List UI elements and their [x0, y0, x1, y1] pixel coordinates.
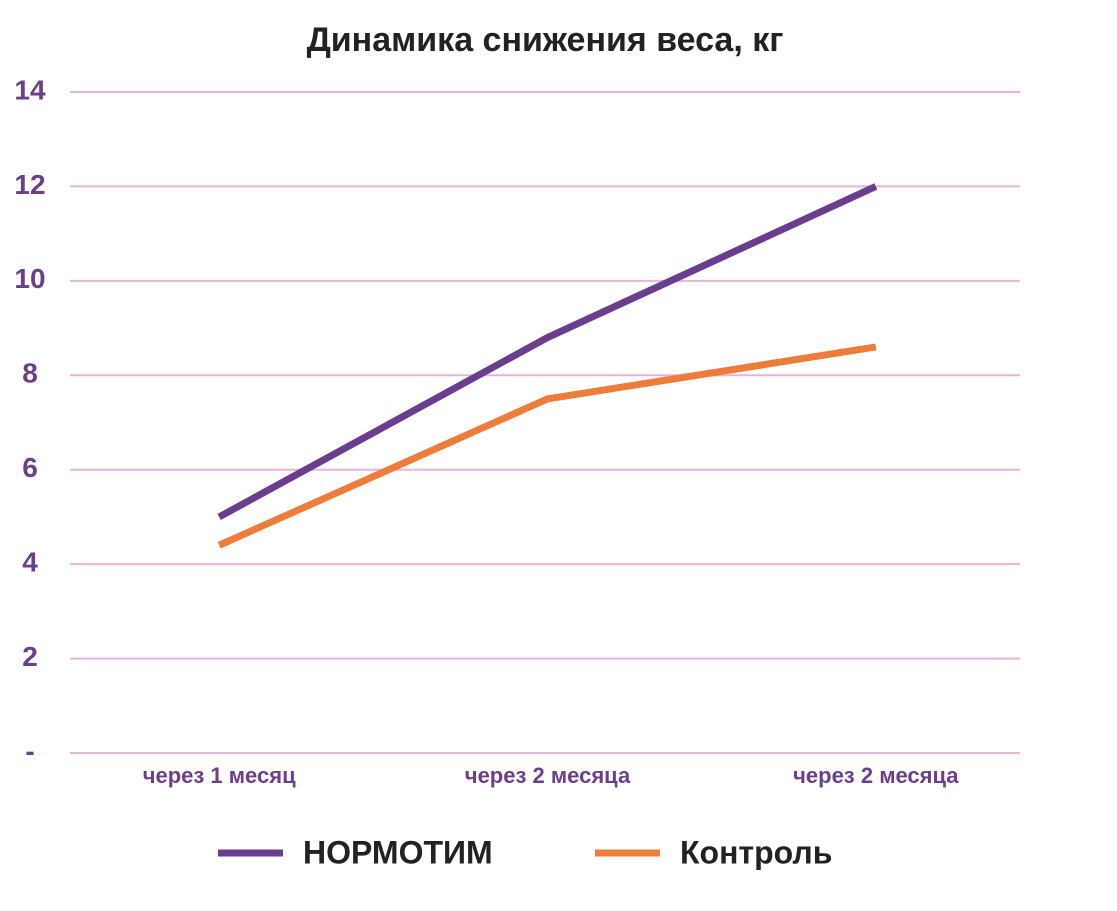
- data-line: [217, 183, 878, 521]
- y-tick-label: -: [25, 735, 34, 766]
- x-tick-label: через 2 месяца: [793, 763, 959, 788]
- x-tick-label: через 1 месяц: [143, 763, 296, 788]
- legend-label: НОРМОТИМ: [303, 834, 493, 870]
- y-tick-label: 2: [22, 641, 38, 672]
- y-tick-label: 6: [22, 452, 38, 483]
- y-tick-label: 10: [14, 263, 45, 294]
- y-tick-label: 8: [22, 358, 38, 389]
- y-tick-label: 12: [14, 169, 45, 200]
- y-tick-label: 4: [22, 547, 38, 578]
- x-tick-label: через 2 месяца: [465, 763, 631, 788]
- y-tick-label: 14: [14, 74, 46, 105]
- legend-label: Контроль: [680, 834, 832, 870]
- data-line: [217, 343, 877, 549]
- chart-title: Динамика снижения веса, кг: [307, 21, 784, 59]
